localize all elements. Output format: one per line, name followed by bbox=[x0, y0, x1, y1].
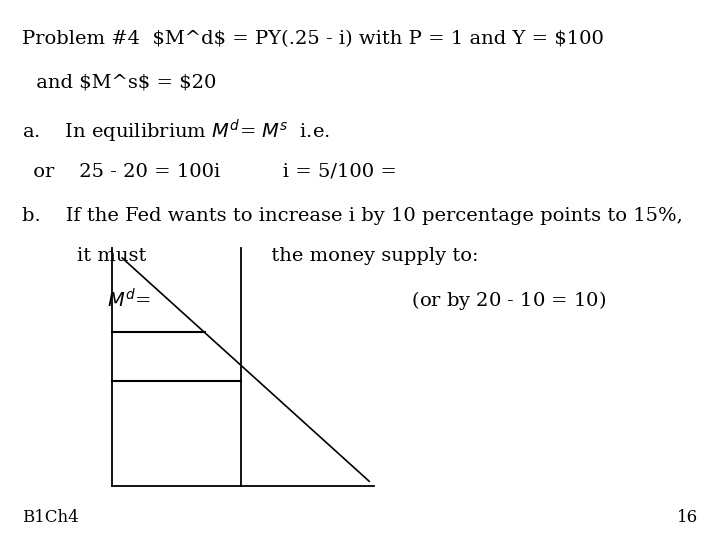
Text: Problem #4  $M^d$ = PY(.25 - i) with P = 1 and Y = $100: Problem #4 $M^d$ = PY(.25 - i) with P = … bbox=[22, 30, 603, 48]
Text: or    25 - 20 = 100i          i = 5/100 =: or 25 - 20 = 100i i = 5/100 = bbox=[27, 163, 397, 180]
Text: b.    If the Fed wants to increase i by 10 percentage points to 15%,: b. If the Fed wants to increase i by 10 … bbox=[22, 207, 683, 225]
Text: a.    In equilibrium $M^d$= $M^s$  i.e.: a. In equilibrium $M^d$= $M^s$ i.e. bbox=[22, 118, 330, 145]
Text: B1Ch4: B1Ch4 bbox=[22, 510, 78, 526]
Text: and $M^s$ = $20: and $M^s$ = $20 bbox=[30, 74, 217, 92]
Text: $M^d$=                                          (or by 20 - 10 = 10): $M^d$= (or by 20 - 10 = 10) bbox=[33, 287, 606, 314]
Text: 16: 16 bbox=[678, 510, 698, 526]
Text: it must                    the money supply to:: it must the money supply to: bbox=[27, 247, 479, 265]
